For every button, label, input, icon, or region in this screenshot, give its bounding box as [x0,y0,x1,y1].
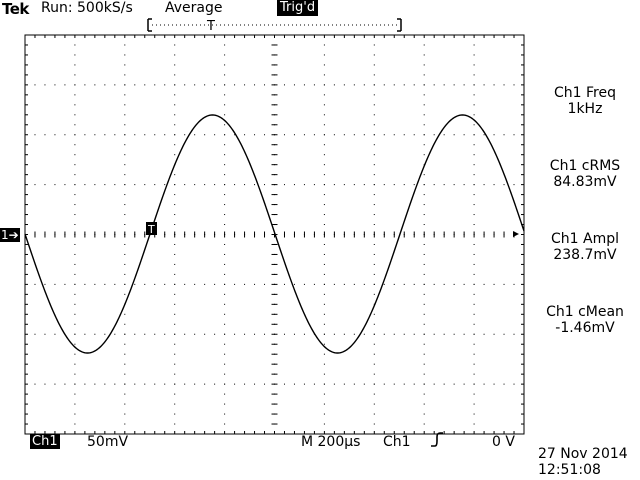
ch1-waveform-trace [24,114,525,354]
measurement-crms: Ch1 cRMS 84.83mV [533,158,637,190]
acquisition-run-status: Run: 500kS/s [41,0,133,16]
measurement-name: Ch1 cMean [546,304,624,320]
acquisition-mode: Average [165,0,223,16]
measurement-ampl: Ch1 Ampl 238.7mV [533,231,637,263]
measurement-value: -1.46mV [555,320,615,336]
graticule-grid [24,34,524,434]
measurement-freq: Ch1 Freq 1kHz [533,85,637,117]
trigger-source: Ch1 [383,434,411,450]
date-readout: 27 Nov 2014 [538,446,628,462]
measurement-cmean: Ch1 cMean -1.46mV [533,304,637,336]
measurement-name: Ch1 cRMS [549,158,621,174]
channel-badge: Ch1 [30,434,60,449]
measurement-name: Ch1 Freq [554,85,616,101]
trigger-level: 0 V [492,434,515,450]
trigger-point-label: T [147,223,155,236]
volts-per-div: 50mV [87,434,129,450]
ch1-ground-marker: 1➔ [0,228,20,242]
rising-edge-icon [431,432,443,447]
trigger-point-marker [146,222,157,235]
tek-logo: Tek [2,0,29,18]
measurement-name: Ch1 Ampl [551,231,619,247]
measurement-value: 1kHz [567,101,603,117]
measurement-value: 238.7mV [553,247,617,263]
time-readout: 12:51:08 [538,462,601,478]
ground-level-arrow-icon [513,231,519,237]
trigger-position-bracket [147,18,402,32]
trigger-position-label: T [206,19,215,34]
timebase-readout: M 200µs [301,434,361,450]
trigger-status-badge: Trig'd [277,0,319,16]
measurement-value: 84.83mV [553,174,617,190]
